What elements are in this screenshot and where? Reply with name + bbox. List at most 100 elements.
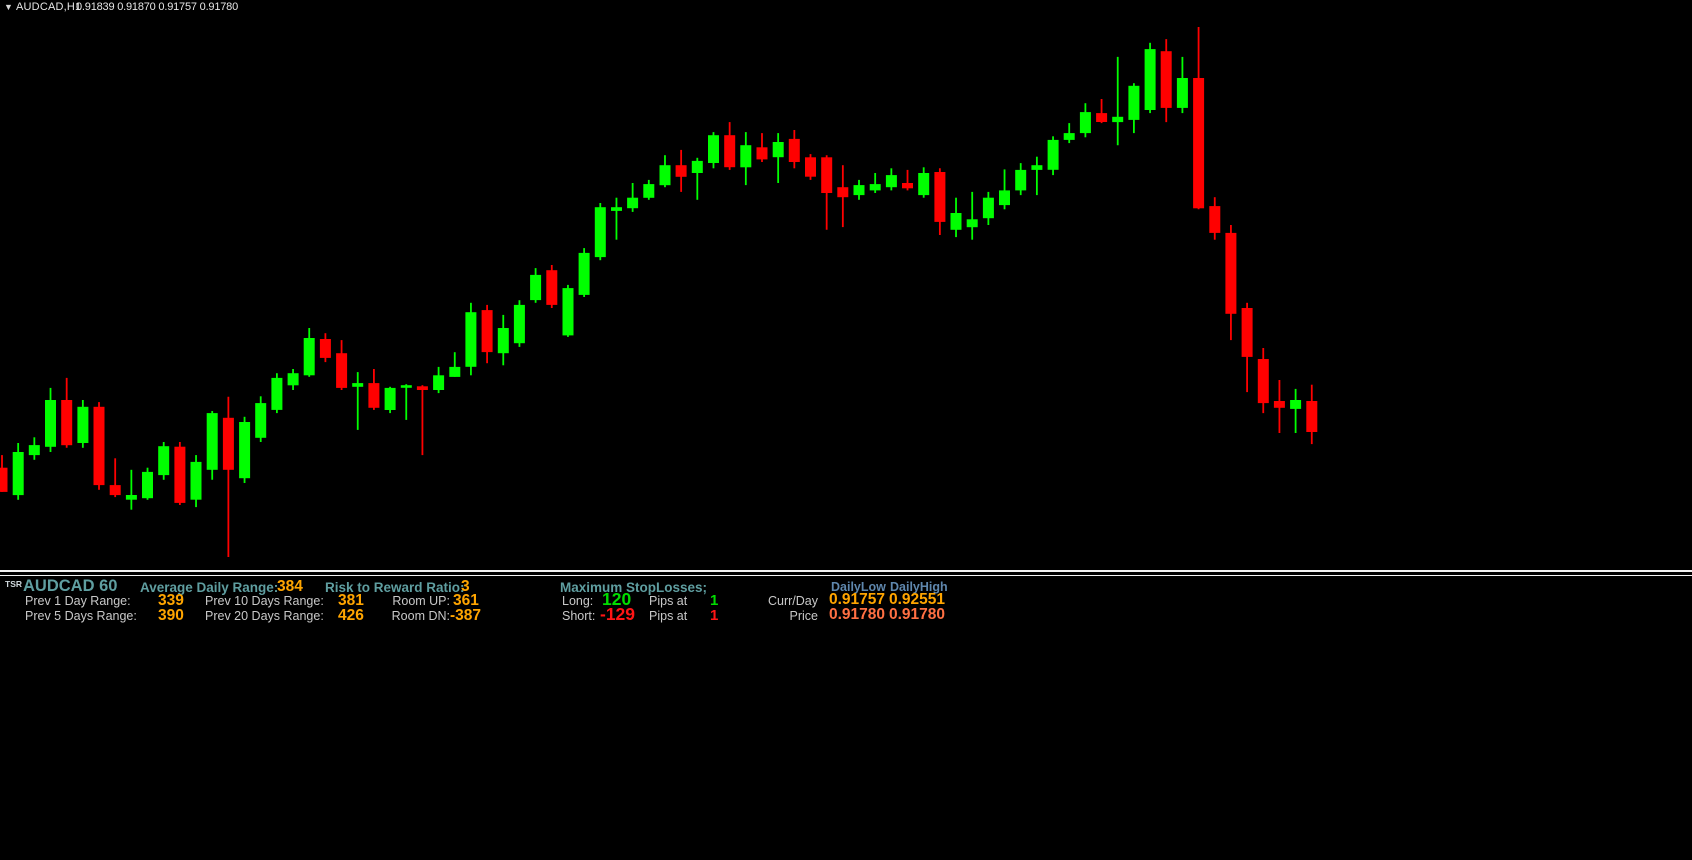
candlestick <box>222 396 234 557</box>
candlestick <box>368 369 380 410</box>
candlestick <box>400 384 412 420</box>
max-stoplosses-label: Maximum StopLosses; <box>560 580 708 595</box>
candlestick <box>142 467 153 500</box>
candlestick <box>125 469 137 510</box>
candlestick <box>0 455 8 492</box>
candlestick <box>287 369 299 390</box>
candlestick <box>336 340 348 390</box>
candlestick <box>708 132 719 169</box>
room-dn-value: -387 <box>450 606 482 624</box>
candlestick <box>999 169 1010 210</box>
candlestick <box>772 133 784 183</box>
candlestick <box>853 179 865 200</box>
candlestick <box>643 179 655 200</box>
candlestick <box>1031 156 1043 196</box>
panel-separator-line-top <box>0 570 1692 572</box>
candlestick <box>1079 103 1091 138</box>
candlestick <box>174 442 186 505</box>
candlestick <box>190 455 202 508</box>
prev1-range-label: Prev 1 Day Range: <box>25 594 131 608</box>
prev20-range-value: 426 <box>338 606 364 624</box>
candlestick <box>1290 388 1302 433</box>
short-stoploss-value: -129 <box>600 603 636 624</box>
prev5-range-label: Prev 5 Days Range: <box>25 608 137 623</box>
candlestick <box>449 352 461 377</box>
candlestick <box>869 173 881 193</box>
price-label: Price <box>789 608 818 623</box>
price-chart[interactable] <box>0 0 1692 568</box>
candlestick <box>1063 123 1075 144</box>
price-high-value: 0.91780 <box>889 605 946 623</box>
candlestick <box>675 149 687 192</box>
candlestick <box>805 154 816 180</box>
dailylow-header: DailyLow <box>831 580 886 594</box>
candlestick <box>1225 225 1237 341</box>
prev1-range-value: 339 <box>158 592 184 609</box>
panel-symbol-title: AUDCAD 60 <box>23 577 118 595</box>
tsr-superscript-label: TSR <box>5 579 22 589</box>
dailyhigh-header: DailyHigh <box>890 580 948 594</box>
candlestick <box>255 396 267 442</box>
candlestick <box>885 168 897 191</box>
risk-reward-label: Risk to Reward Ratio: <box>325 580 465 595</box>
candlestick <box>1241 302 1253 393</box>
candlestick <box>239 416 251 483</box>
price-low-value: 0.91780 <box>829 605 886 623</box>
adr-label: Average Daily Range: <box>140 580 279 595</box>
candlestick <box>109 458 121 498</box>
candlestick <box>966 191 978 240</box>
candlestick <box>1209 197 1221 240</box>
prev10-range-label: Prev 10 Days Range: <box>205 594 324 608</box>
risk-reward-value: 3 <box>461 578 470 595</box>
candlestick <box>481 304 493 364</box>
room-up-label: Room UP: <box>392 594 450 608</box>
candlestick <box>788 130 800 169</box>
curr-day-low-value: 0.91757 <box>829 591 886 608</box>
room-up-value: 361 <box>453 592 479 609</box>
short-at-value: 1 <box>710 606 719 624</box>
adr-value: 384 <box>277 578 303 595</box>
candlestick <box>1176 56 1188 114</box>
candlestick <box>837 165 849 228</box>
candlestick-chart-canvas <box>0 27 1318 557</box>
candlestick <box>1047 136 1059 176</box>
candlestick <box>77 400 89 448</box>
candlestick <box>352 372 364 430</box>
candlestick <box>271 373 283 414</box>
candlestick <box>1273 380 1285 433</box>
candlestick <box>530 268 542 303</box>
candlestick <box>158 442 170 480</box>
candlestick <box>497 314 509 366</box>
candlestick <box>724 122 736 170</box>
candlestick <box>1144 42 1156 114</box>
long-at-value: 1 <box>710 592 719 609</box>
candlestick <box>918 167 930 198</box>
candlestick <box>934 168 946 235</box>
candlestick <box>45 387 56 452</box>
candlestick <box>594 203 606 261</box>
candlestick <box>756 133 768 162</box>
chart-quote-header: ▼ AUDCAD,H1 0.91839 0.91870 0.91757 0.91… <box>0 0 600 16</box>
candlestick <box>1257 348 1269 414</box>
candlestick <box>691 157 703 200</box>
candlestick <box>546 265 558 308</box>
candlestick <box>1096 99 1108 124</box>
candlestick <box>562 284 574 337</box>
short-pips-at-label: Pips at <box>649 608 688 623</box>
candlestick <box>1160 39 1172 123</box>
candlestick <box>821 155 833 230</box>
symbol-dropdown-arrow-icon[interactable]: ▼ <box>4 2 13 12</box>
candlestick <box>659 155 671 188</box>
prev10-range-value: 381 <box>338 592 364 609</box>
curr-day-label: Curr/Day <box>767 594 818 608</box>
long-label: Long: <box>562 594 594 608</box>
curr-day-high-value: 0.92551 <box>889 591 946 608</box>
candlestick <box>513 300 525 347</box>
room-dn-label: Room DN: <box>391 608 450 623</box>
tsr-indicator-panel: TSR AUDCAD 60 Average Daily Range: 384 R… <box>0 576 1692 632</box>
candlestick <box>416 385 428 456</box>
candlestick <box>61 377 73 448</box>
candlestick <box>611 197 622 240</box>
candlestick <box>740 132 752 186</box>
candlestick <box>1128 83 1140 134</box>
